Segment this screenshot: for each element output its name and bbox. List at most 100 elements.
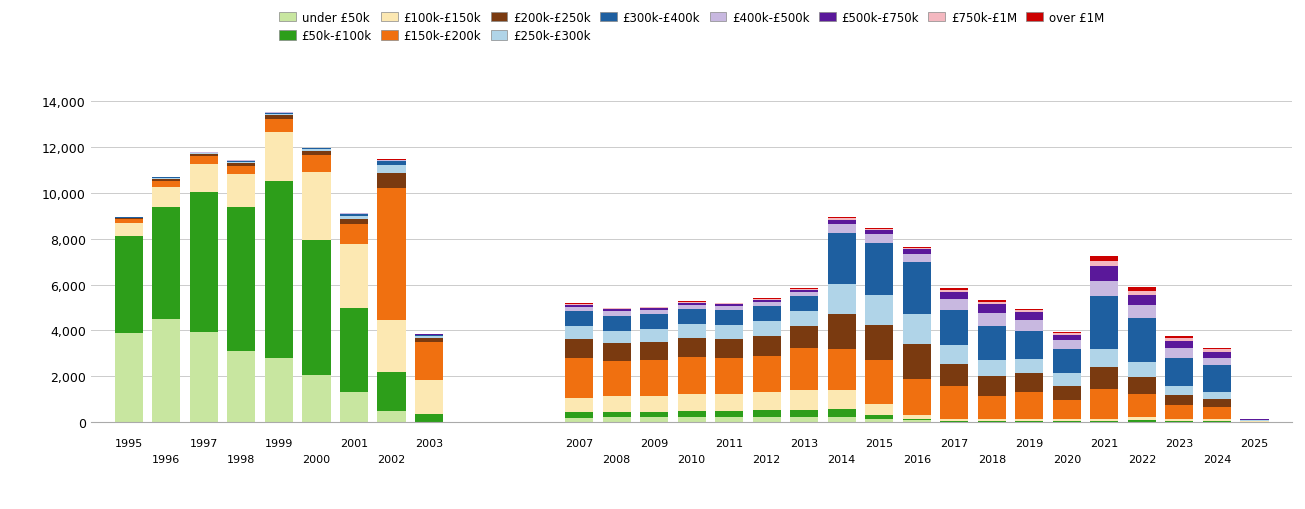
Bar [565,399,594,412]
Bar [790,390,818,410]
Bar [903,254,930,263]
Bar [790,292,818,296]
Bar [1090,281,1118,296]
Bar [903,419,930,420]
Bar [715,303,744,304]
Bar [827,233,856,285]
Bar [940,289,968,290]
Bar [265,120,294,133]
Bar [189,332,218,422]
Bar [1128,420,1156,422]
Bar [565,339,594,358]
Bar [1203,350,1231,352]
Bar [1128,295,1156,306]
Bar [940,292,968,299]
Bar [715,306,744,310]
Bar [1090,367,1118,389]
Bar [227,162,256,164]
Text: 1997: 1997 [189,438,218,448]
Bar [1053,419,1081,421]
Bar [903,263,930,315]
Bar [865,360,894,404]
Bar [1165,395,1194,405]
Bar [1053,386,1081,401]
Bar [377,166,406,174]
Bar [639,417,668,422]
Bar [603,412,630,417]
Text: 2021: 2021 [1090,438,1118,448]
Bar [977,419,1006,421]
Bar [753,300,780,302]
Bar [865,228,894,229]
Bar [940,386,968,419]
Bar [1203,365,1231,392]
Bar [903,420,930,422]
Bar [790,312,818,326]
Legend: under £50k, £50k-£100k, £100k-£150k, £150k-£200k, £200k-£250k, £250k-£300k, £300: under £50k, £50k-£100k, £100k-£150k, £15… [279,12,1104,43]
Bar [790,296,818,312]
Bar [1015,331,1044,359]
Bar [940,299,968,310]
Bar [189,192,218,332]
Bar [377,411,406,422]
Bar [903,344,930,380]
Bar [1165,358,1194,386]
Text: 1999: 1999 [265,438,294,448]
Bar [1015,373,1044,393]
Bar [1090,296,1118,349]
Bar [1090,257,1118,261]
Bar [115,220,144,223]
Bar [1203,392,1231,399]
Bar [865,404,894,415]
Bar [1203,399,1231,408]
Text: 2023: 2023 [1165,438,1194,448]
Bar [227,175,256,207]
Text: 2020: 2020 [1053,455,1081,465]
Bar [1015,309,1044,310]
Bar [153,178,180,179]
Bar [940,310,968,346]
Bar [153,207,180,320]
Bar [565,418,594,422]
Bar [753,302,780,306]
Bar [827,224,856,233]
Bar [865,325,894,360]
Bar [377,321,406,372]
Bar [977,326,1006,360]
Bar [153,181,180,188]
Bar [339,224,368,245]
Bar [339,245,368,308]
Bar [377,161,406,162]
Bar [565,312,594,326]
Bar [903,380,930,415]
Bar [189,154,218,155]
Bar [753,336,780,356]
Bar [903,250,930,254]
Bar [189,157,218,165]
Bar [603,362,630,396]
Bar [827,218,856,219]
Bar [1053,373,1081,386]
Bar [115,333,144,422]
Bar [1128,306,1156,319]
Bar [639,396,668,412]
Text: 1998: 1998 [227,455,256,465]
Bar [827,417,856,422]
Bar [827,349,856,390]
Bar [153,179,180,180]
Bar [677,302,706,303]
Bar [339,216,368,219]
Bar [715,394,744,411]
Bar [677,305,706,309]
Text: 2013: 2013 [790,438,818,448]
Bar [1090,349,1118,367]
Text: 2015: 2015 [865,438,894,448]
Bar [940,290,968,292]
Bar [827,285,856,315]
Bar [753,356,780,392]
Bar [1203,421,1231,422]
Bar [415,380,444,414]
Bar [189,165,218,192]
Bar [977,360,1006,377]
Bar [1165,405,1194,419]
